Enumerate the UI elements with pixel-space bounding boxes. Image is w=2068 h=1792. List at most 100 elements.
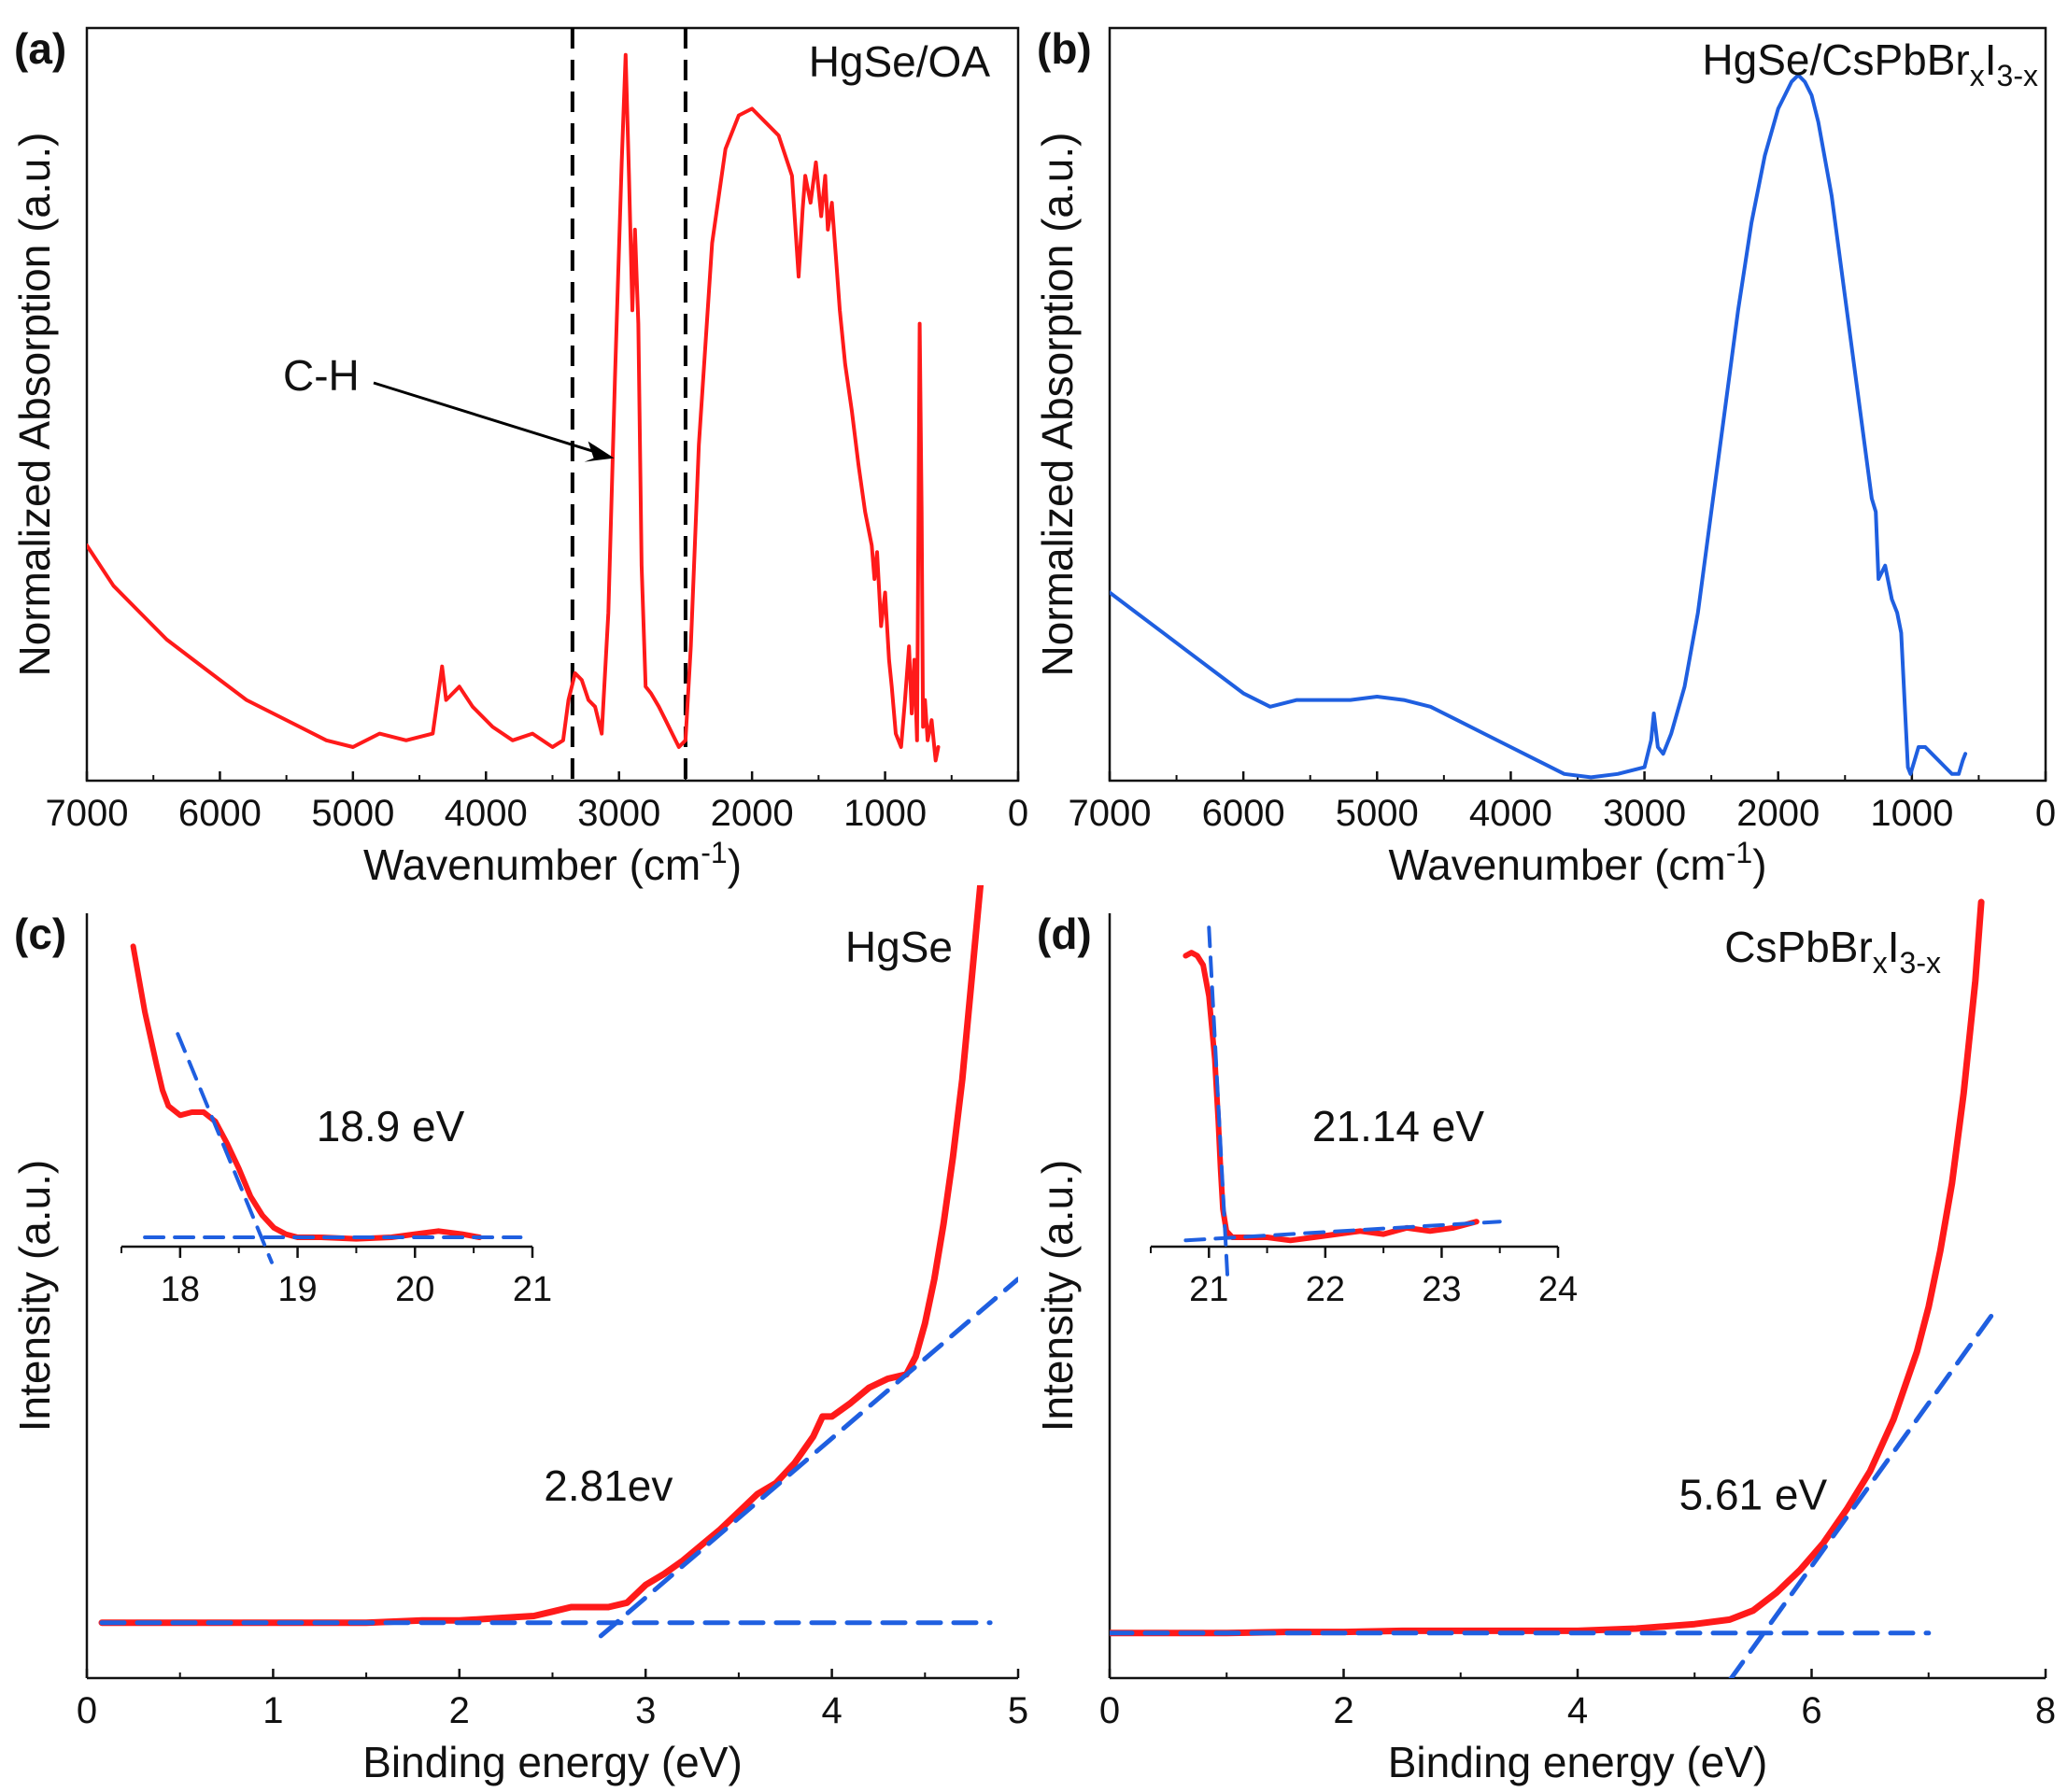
inset: 18 19 20 21 18.9 eV xyxy=(120,943,552,1309)
series-inset-data xyxy=(130,943,483,1242)
panel-label: (d) xyxy=(1037,910,1092,958)
x-axis-label-text: Binding energy (eV) xyxy=(1388,1738,1768,1786)
chart-title-sub: x xyxy=(1970,59,1985,92)
x-tick-label: 2 xyxy=(449,1690,470,1731)
panel-c: 0 1 2 3 4 5 Binding energy (eV) Intensity (a.u.… xyxy=(10,885,1028,1786)
y-axis-label: Normalized Absorption (a.u.) xyxy=(1033,133,1082,677)
annotation-text: C-H xyxy=(283,351,360,400)
plot-frame xyxy=(85,26,1020,783)
y-axis-label: Normalized Absorption (a.u.) xyxy=(10,133,59,677)
inset-tick-label: 22 xyxy=(1306,1270,1345,1309)
chart-title-sub: x xyxy=(1873,946,1888,980)
series-inset-edge xyxy=(176,1032,274,1264)
x-axis-label-sup: -1 xyxy=(1726,836,1752,869)
series-cspbbrxi3-x xyxy=(1110,898,1985,1637)
inset-annotation: 21.14 eV xyxy=(1312,1102,1484,1150)
x-tick-label: 4 xyxy=(1567,1690,1588,1731)
x-tick-label: 5 xyxy=(1008,1690,1028,1731)
chart-title: HgSe/CsPbBrxI3-x xyxy=(1702,35,2038,92)
panel-label: (a) xyxy=(14,24,66,73)
x-axis-label: Binding energy (eV) xyxy=(1388,1738,1768,1786)
x-tick-label: 0 xyxy=(1099,1690,1120,1731)
x-tick-label: 7000 xyxy=(1069,793,1152,834)
series-inset-baseline xyxy=(1183,1220,1502,1243)
panel-label: (c) xyxy=(14,910,66,958)
chart-title: HgSe/OA xyxy=(809,37,991,86)
x-tick-label: 1000 xyxy=(843,793,927,834)
series-group xyxy=(1110,73,1968,780)
x-tick-label: 3000 xyxy=(1603,793,1686,834)
x-tick-label: 5000 xyxy=(311,793,394,834)
plot-frame xyxy=(1108,26,2047,783)
panel-b: 7000 6000 5000 4000 3000 2000 1000 0 Wavenumber … xyxy=(1033,24,2056,889)
x-axis-label-text: Binding energy (eV) xyxy=(362,1738,743,1786)
arrow-head xyxy=(584,441,615,462)
x-tick-label: 6000 xyxy=(1202,793,1285,834)
inset-tick-label: 21 xyxy=(513,1270,552,1309)
x-tick-label: 6 xyxy=(1801,1690,1821,1731)
x-tick-label: 1 xyxy=(262,1690,283,1731)
chart-title-mid: I xyxy=(1888,923,1900,971)
x-ticks: 7000 6000 5000 4000 3000 2000 1000 0 xyxy=(46,771,1028,834)
x-ticks: 0 1 2 3 4 5 xyxy=(77,1669,1028,1731)
inset-tick-label: 20 xyxy=(395,1270,434,1309)
chart-title-mid: I xyxy=(1985,35,1997,84)
x-tick-label: 0 xyxy=(1008,793,1028,834)
inset: 21 22 23 24 21.14 eV xyxy=(1150,925,1578,1309)
x-tick-label: 3 xyxy=(635,1690,656,1731)
inset-tick-label: 21 xyxy=(1189,1270,1228,1309)
inset-tick-label: 23 xyxy=(1422,1270,1461,1309)
x-ticks: 7000 6000 5000 4000 3000 2000 1000 0 xyxy=(1069,771,2056,834)
x-tick-label: 4 xyxy=(821,1690,842,1731)
x-tick-label: 2000 xyxy=(1736,793,1820,834)
inset-annotation: 18.9 eV xyxy=(317,1102,465,1150)
inset-tick-label: 18 xyxy=(161,1270,200,1309)
x-tick-label: 8 xyxy=(2035,1690,2056,1731)
series-group xyxy=(98,885,1018,1639)
series-hgse-oa xyxy=(87,52,941,763)
x-tick-label: 1000 xyxy=(1870,793,1953,834)
x-tick-label: 4000 xyxy=(1469,793,1552,834)
y-axis-label: Intensity (a.u.) xyxy=(1033,1160,1082,1432)
chart-title: HgSe xyxy=(845,923,953,971)
x-tick-label: 0 xyxy=(2035,793,2056,834)
x-axis-label-end: ) xyxy=(728,840,742,889)
panel-a: 7000 6000 5000 4000 3000 2000 1000 0 Wavenumber … xyxy=(10,24,1028,889)
x-axis-label-sup: -1 xyxy=(701,836,727,869)
x-tick-label: 2000 xyxy=(711,793,794,834)
chart-title-text: CsPbBr xyxy=(1724,923,1872,971)
x-axis-label-text: Wavenumber (cm xyxy=(1388,840,1725,889)
x-tick-label: 4000 xyxy=(445,793,528,834)
chart-title-sub: 3-x xyxy=(1900,946,1941,980)
inset-tick-label: 19 xyxy=(277,1270,317,1309)
chart-title: CsPbBrxI3-x xyxy=(1724,923,1941,980)
x-axis-label: Wavenumber (cm-1) xyxy=(1388,836,1766,889)
x-tick-label: 3000 xyxy=(577,793,660,834)
panel-label: (b) xyxy=(1037,24,1092,73)
chart-title-text: HgSe/OA xyxy=(809,37,991,86)
x-axis-label-end: ) xyxy=(1752,840,1766,889)
series-edge-fit xyxy=(598,1277,1018,1639)
series-edge-fit xyxy=(1728,1311,1996,1678)
x-tick-label: 2 xyxy=(1333,1690,1353,1731)
series-inset-edge xyxy=(1207,925,1230,1280)
series-inset-data xyxy=(1183,950,1480,1244)
annotation-arrow xyxy=(373,381,604,457)
inset-tick-label: 24 xyxy=(1538,1270,1578,1309)
series-hgse-cspbbrxi3-x xyxy=(1110,73,1968,780)
x-tick-label: 6000 xyxy=(178,793,262,834)
series-group xyxy=(1110,898,1996,1678)
annotation-text: 5.61 eV xyxy=(1679,1470,1828,1518)
chart-title-sub: 3-x xyxy=(1997,59,2038,92)
x-axis-label-text: Wavenumber (cm xyxy=(363,840,701,889)
annotation-text: 2.81ev xyxy=(544,1461,673,1510)
x-ticks: 0 2 4 6 8 xyxy=(1099,1669,2056,1731)
series-hgse xyxy=(98,885,984,1627)
x-tick-label: 5000 xyxy=(1336,793,1419,834)
y-axis-label: Intensity (a.u.) xyxy=(10,1160,59,1432)
x-tick-label: 0 xyxy=(77,1690,97,1731)
x-axis-label: Wavenumber (cm-1) xyxy=(363,836,742,889)
x-axis-label: Binding energy (eV) xyxy=(362,1738,743,1786)
